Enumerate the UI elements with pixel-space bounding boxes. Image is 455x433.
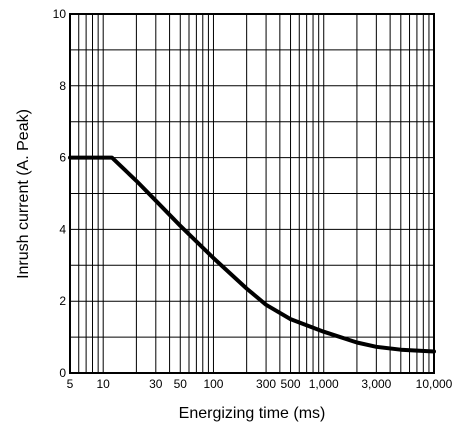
y-tick-label: 10 bbox=[53, 7, 67, 21]
y-tick-label: 2 bbox=[59, 294, 66, 308]
x-tick-label: 10 bbox=[97, 377, 111, 391]
x-tick-label: 50 bbox=[174, 377, 188, 391]
y-tick-label: 4 bbox=[59, 222, 66, 236]
y-tick-label: 8 bbox=[59, 79, 66, 93]
inrush-current-curve bbox=[68, 155, 436, 354]
y-axis-label: Inrush current (A. Peak) bbox=[15, 109, 32, 279]
y-tick-label: 0 bbox=[59, 366, 66, 380]
x-tick-label: 3,000 bbox=[361, 377, 391, 391]
plot-frame bbox=[69, 13, 435, 374]
y-tick-label: 6 bbox=[59, 151, 66, 165]
x-tick-label: 30 bbox=[149, 377, 163, 391]
x-axis-label: Energizing time (ms) bbox=[179, 405, 326, 422]
tick-labels: 0 2 4 6 8 10 5 10 30 50 100 300 500 1,000 3,000 10,000 bbox=[53, 7, 453, 391]
x-tick-label: 500 bbox=[281, 377, 301, 391]
grid-layer bbox=[69, 13, 435, 374]
x-tick-label: 5 bbox=[67, 377, 74, 391]
x-tick-label: 300 bbox=[256, 377, 276, 391]
x-tick-label: 100 bbox=[203, 377, 223, 391]
x-tick-label: 1,000 bbox=[309, 377, 339, 391]
x-tick-label: 10,000 bbox=[416, 377, 453, 391]
marks-layer bbox=[68, 155, 436, 354]
